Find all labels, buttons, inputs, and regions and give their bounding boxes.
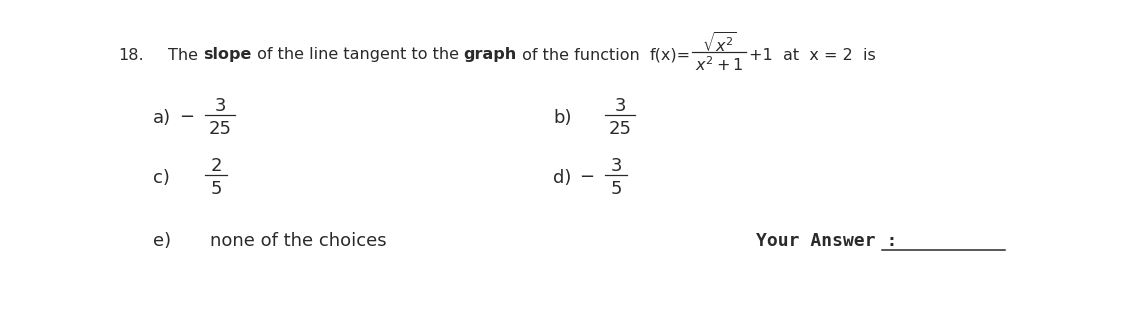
Text: 25: 25	[609, 120, 631, 138]
Text: 3: 3	[610, 157, 622, 175]
Text: graph: graph	[464, 48, 516, 63]
Text: f(x)=: f(x)=	[650, 48, 691, 63]
Text: 3: 3	[214, 97, 226, 115]
Text: e): e)	[153, 232, 171, 250]
Text: c): c)	[153, 169, 170, 187]
Text: Your Answer :: Your Answer :	[756, 232, 898, 250]
Text: 25: 25	[208, 120, 232, 138]
Text: 5: 5	[210, 180, 222, 198]
Text: −: −	[579, 168, 595, 186]
Text: slope: slope	[204, 48, 252, 63]
Text: +1  at  x = 2  is: +1 at x = 2 is	[749, 48, 875, 63]
Text: 18.: 18.	[118, 48, 144, 63]
Text: $x^2+1$: $x^2+1$	[695, 56, 744, 74]
Text: d): d)	[554, 169, 572, 187]
Text: The: The	[168, 48, 204, 63]
Text: $\sqrt{x^2}$: $\sqrt{x^2}$	[702, 31, 737, 55]
Text: 3: 3	[614, 97, 626, 115]
Text: −: −	[180, 108, 195, 126]
Text: of the function: of the function	[516, 48, 650, 63]
Text: 5: 5	[610, 180, 622, 198]
Text: 2: 2	[210, 157, 222, 175]
Text: a): a)	[153, 109, 171, 127]
Text: of the line tangent to the: of the line tangent to the	[252, 48, 464, 63]
Text: none of the choices: none of the choices	[210, 232, 387, 250]
Text: b): b)	[554, 109, 572, 127]
